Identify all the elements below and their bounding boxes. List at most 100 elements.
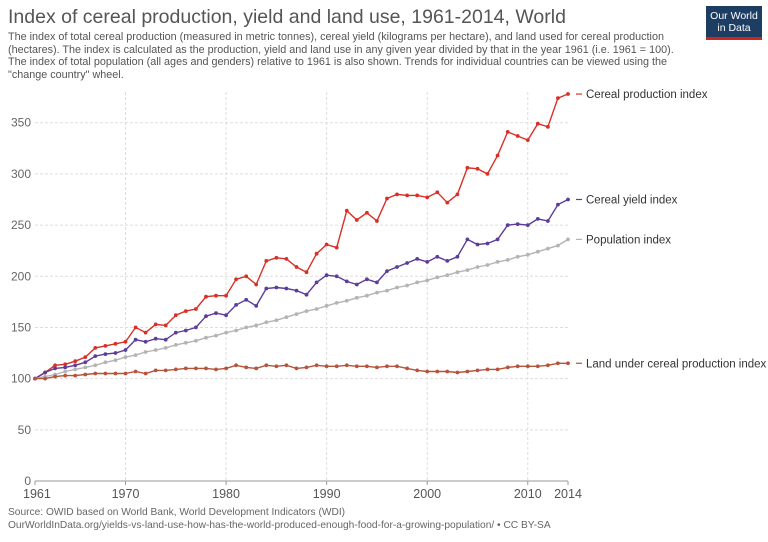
data-point	[103, 360, 108, 365]
data-point	[234, 303, 239, 307]
data-point	[284, 315, 289, 320]
data-point	[525, 138, 530, 143]
data-point	[314, 363, 319, 368]
data-point	[163, 368, 168, 373]
data-point	[103, 344, 108, 348]
data-point	[556, 243, 560, 248]
data-point	[475, 368, 480, 373]
data-point	[556, 202, 560, 207]
data-point	[224, 313, 229, 318]
data-point	[566, 197, 570, 202]
data-point	[123, 355, 128, 359]
series-cereal-production-index	[33, 92, 570, 381]
data-point	[284, 257, 289, 261]
data-point	[334, 274, 339, 279]
data-point	[415, 368, 420, 373]
data-point	[264, 363, 269, 368]
data-point	[63, 365, 68, 370]
series-line	[34, 238, 569, 380]
data-point	[53, 366, 57, 371]
data-point	[354, 282, 359, 287]
data-point	[314, 307, 319, 311]
x-tick-label: 1990	[313, 487, 341, 501]
data-point	[505, 223, 510, 228]
source-url[interactable]: OurWorldInData.org/yields-vs-land-use-ho…	[8, 520, 551, 531]
source-note: Source: OWID based on World Bank, World …	[8, 507, 346, 518]
data-point	[133, 325, 138, 330]
axes: 0 50 100 150 200 250 300 350 1961 1970 1980 1990 200…	[11, 116, 582, 501]
data-point	[525, 252, 530, 257]
data-point	[294, 288, 299, 293]
data-point	[485, 367, 490, 372]
x-tick-label: 2014	[554, 487, 582, 501]
data-point	[465, 237, 470, 242]
data-point	[274, 255, 279, 260]
data-point	[173, 313, 178, 318]
data-point	[304, 292, 309, 297]
x-tick-label: 2000	[413, 487, 441, 501]
data-point	[73, 363, 78, 368]
data-point	[515, 254, 520, 259]
data-point	[445, 369, 450, 374]
data-point	[324, 242, 329, 247]
owid-logo[interactable]: Our World in Data	[706, 6, 762, 40]
logo-line: Our World	[710, 10, 758, 22]
data-point	[495, 260, 500, 264]
y-tick-label: 0	[24, 474, 31, 488]
data-point	[566, 237, 570, 242]
data-point	[153, 348, 158, 352]
data-point	[183, 309, 188, 313]
data-point	[43, 370, 47, 375]
data-point	[425, 195, 430, 200]
data-point	[344, 298, 349, 303]
series-label: Cereal yield index	[586, 194, 678, 206]
data-point	[214, 311, 218, 315]
data-point	[73, 359, 78, 364]
data-point	[254, 323, 259, 328]
data-point	[214, 367, 218, 372]
data-point	[375, 219, 379, 223]
series-line	[34, 93, 569, 380]
data-point	[103, 371, 108, 376]
data-point	[113, 351, 118, 355]
series-label: Cereal production index	[586, 89, 708, 101]
data-point	[505, 130, 510, 134]
data-point	[505, 258, 510, 262]
data-point	[194, 338, 198, 343]
grid-lines	[35, 92, 568, 482]
data-point	[173, 330, 178, 335]
series-cereal-yield-index	[33, 197, 570, 381]
data-point	[153, 322, 158, 327]
data-point	[244, 297, 249, 302]
data-point	[324, 364, 329, 369]
data-point	[113, 371, 118, 376]
data-point	[546, 246, 550, 251]
data-point	[435, 369, 440, 374]
chart-title: Index of cereal production, yield and la…	[8, 6, 566, 28]
data-point	[153, 368, 158, 373]
data-point	[334, 364, 339, 369]
data-point	[264, 259, 269, 263]
data-point	[163, 323, 168, 328]
data-point	[354, 218, 359, 222]
data-point	[495, 237, 500, 242]
series-label: Land under cereal production index	[586, 358, 767, 370]
y-tick-label: 150	[11, 320, 31, 334]
data-point	[324, 273, 329, 278]
data-point	[244, 365, 249, 370]
data-point	[143, 330, 148, 335]
data-point	[334, 245, 339, 250]
data-point	[535, 249, 540, 254]
data-point	[465, 165, 470, 170]
data-point	[143, 350, 148, 354]
chart-subtitle: The index of total cereal production (me…	[8, 31, 688, 81]
data-point	[254, 304, 259, 308]
data-point	[405, 366, 409, 371]
data-point	[525, 223, 530, 228]
data-point	[83, 365, 88, 370]
data-point	[415, 257, 420, 261]
data-point	[515, 134, 520, 138]
data-point	[334, 301, 339, 305]
data-point	[405, 193, 409, 198]
